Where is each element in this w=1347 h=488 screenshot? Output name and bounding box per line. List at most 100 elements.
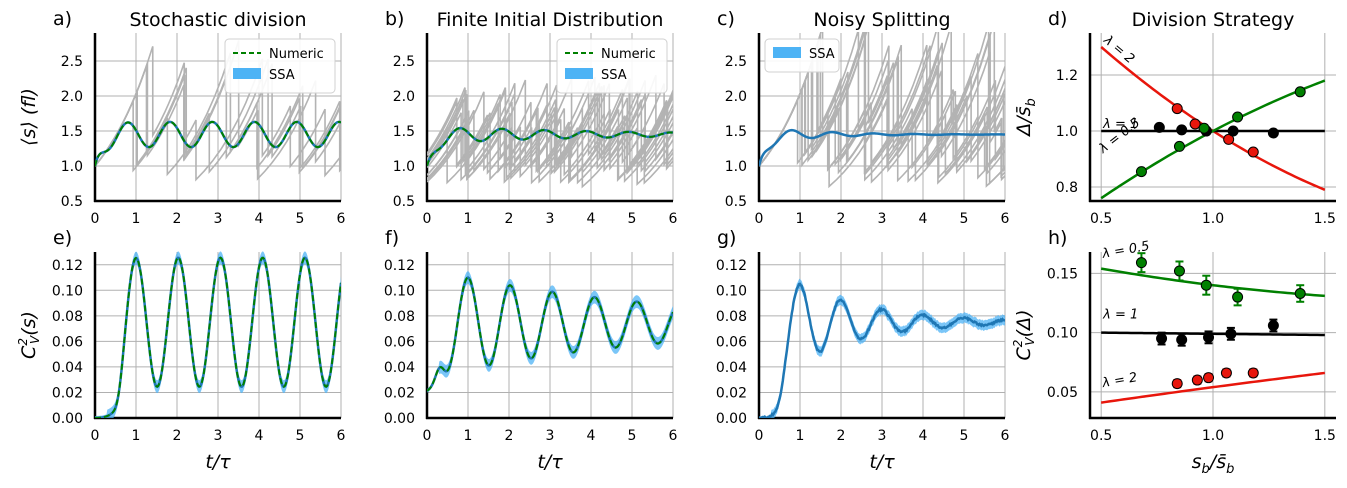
panel-g: 0 1 2 3 4 5 6 0.00 0.02 0.04 0.06 0.08 0.10 0.12 g) t/τ bbox=[716, 227, 1010, 473]
data-point bbox=[1171, 378, 1183, 390]
x-tick-label: 1 bbox=[464, 428, 473, 444]
x-tick-label: 1.5 bbox=[1314, 211, 1336, 227]
data-point bbox=[1232, 111, 1244, 123]
x-tick-label: 4 bbox=[587, 211, 596, 227]
y-tick-label: 0.12 bbox=[716, 258, 747, 274]
x-tick-label: 5 bbox=[628, 211, 637, 227]
y-tick-label: 0.5 bbox=[61, 194, 83, 210]
x-tick-label: 5 bbox=[296, 211, 305, 227]
x-tick-label: 2 bbox=[173, 428, 182, 444]
y-tick-label: 0.15 bbox=[1047, 266, 1078, 282]
y-axis-label: Δ/s̄b bbox=[1013, 98, 1039, 138]
y-tick-label: 1.2 bbox=[1056, 68, 1078, 84]
x-tick-label: 3 bbox=[878, 211, 887, 227]
legend: Numeric SSA bbox=[556, 38, 668, 94]
panel-e: 0 1 2 3 4 5 6 0.00 0.02 0.04 0.06 0.08 0.10 0.12 e) C2V… bbox=[16, 227, 346, 473]
x-tick-label: 6 bbox=[337, 428, 346, 444]
x-tick-label: 0 bbox=[755, 428, 764, 444]
data-point bbox=[1173, 140, 1185, 152]
panel-label: e) bbox=[53, 227, 72, 249]
sample-trajectory bbox=[759, 79, 1005, 183]
x-tick-label: 6 bbox=[669, 428, 678, 444]
plot-area bbox=[427, 74, 673, 189]
x-tick-label: 6 bbox=[1001, 428, 1010, 444]
y-tick-label: 0.8 bbox=[1056, 180, 1078, 196]
x-tick-label: 0 bbox=[423, 428, 432, 444]
y-tick-label: 0.00 bbox=[716, 411, 747, 427]
x-axis-label: t/τ bbox=[537, 451, 563, 473]
data-point bbox=[1227, 125, 1239, 137]
data-point bbox=[1247, 146, 1259, 158]
data-point bbox=[1247, 367, 1259, 379]
x-tick-label: 1 bbox=[132, 211, 141, 227]
y-tick-label: 1.0 bbox=[61, 159, 83, 175]
legend-label: Numeric bbox=[269, 47, 324, 62]
sample-trajectory bbox=[95, 58, 341, 175]
y-tick-label: 1.0 bbox=[393, 159, 415, 175]
x-tick-label: 1 bbox=[132, 428, 141, 444]
x-tick-label: 1 bbox=[796, 211, 805, 227]
legend-swatch-ssa bbox=[233, 68, 261, 79]
x-tick-label: 5 bbox=[628, 428, 637, 444]
x-tick-label: 6 bbox=[1001, 211, 1010, 227]
x-tick-label: 3 bbox=[546, 428, 555, 444]
y-tick-label: 1.0 bbox=[1056, 124, 1078, 140]
data-point bbox=[1200, 279, 1212, 291]
plot-area bbox=[759, 278, 1005, 418]
x-tick-label: 4 bbox=[919, 211, 928, 227]
data-point bbox=[1171, 103, 1183, 115]
y-tick-label: 2.0 bbox=[393, 89, 415, 105]
plot-area bbox=[95, 251, 341, 418]
x-tick-label: 3 bbox=[546, 211, 555, 227]
y-tick-label: 0.06 bbox=[716, 334, 747, 350]
data-point bbox=[1294, 86, 1306, 98]
data-point bbox=[1153, 121, 1165, 133]
lambda-annotation: λ = 1 bbox=[1102, 117, 1138, 132]
x-tick-label: 6 bbox=[669, 211, 678, 227]
y-tick-label: 0.5 bbox=[393, 194, 415, 210]
legend-swatch-ssa bbox=[773, 47, 801, 58]
data-point bbox=[1173, 265, 1185, 277]
y-tick-label: 0.04 bbox=[716, 360, 747, 376]
x-tick-label: 0 bbox=[423, 211, 432, 227]
numeric-cv-line bbox=[95, 256, 341, 418]
panel-label: h) bbox=[1048, 227, 1067, 249]
data-point bbox=[1203, 372, 1215, 384]
sample-trajectory bbox=[95, 46, 341, 182]
plot-area bbox=[759, 32, 1005, 189]
panel-title: Finite Initial Distribution bbox=[437, 9, 664, 31]
panel-h: 0.5 1.0 1.50.050.100.15λ = 0.5λ = 1λ = 2h)… bbox=[1011, 227, 1336, 477]
panel-title: Noisy Splitting bbox=[813, 9, 950, 31]
y-tick-label: 0.02 bbox=[384, 385, 415, 401]
model-curve bbox=[1101, 371, 1325, 404]
x-tick-label: 1.5 bbox=[1314, 428, 1336, 444]
sample-trajectory bbox=[95, 62, 341, 171]
x-axis-label: t/τ bbox=[869, 451, 895, 473]
data-point bbox=[1267, 320, 1279, 332]
x-tick-label: 3 bbox=[214, 211, 223, 227]
y-tick-label: 0.06 bbox=[384, 334, 415, 350]
y-tick-label: 2.5 bbox=[61, 54, 83, 70]
plot-area bbox=[1100, 252, 1325, 404]
panel-label: b) bbox=[385, 8, 404, 30]
data-point bbox=[1223, 133, 1235, 145]
y-tick-label: 0.00 bbox=[52, 411, 83, 427]
x-tick-label: 2 bbox=[173, 211, 182, 227]
y-axis-label: C2V(Δ) bbox=[1011, 310, 1037, 361]
y-tick-label: 0.10 bbox=[384, 283, 415, 299]
ssa-mean-line bbox=[759, 128, 1005, 167]
legend-label: SSA bbox=[269, 68, 295, 83]
y-tick-label: 1.5 bbox=[61, 124, 83, 140]
y-tick-label: 0.05 bbox=[1047, 385, 1078, 401]
sample-trajectory bbox=[427, 101, 673, 186]
x-tick-label: 4 bbox=[255, 211, 264, 227]
data-point bbox=[1191, 374, 1203, 386]
x-tick-label: 2 bbox=[505, 428, 514, 444]
x-tick-label: 4 bbox=[919, 428, 928, 444]
data-point bbox=[1189, 118, 1201, 130]
x-tick-label: 1 bbox=[464, 211, 473, 227]
data-point bbox=[1220, 367, 1232, 379]
x-tick-label: 5 bbox=[960, 428, 969, 444]
x-tick-label: 4 bbox=[587, 428, 596, 444]
y-tick-label: 2.0 bbox=[725, 89, 747, 105]
